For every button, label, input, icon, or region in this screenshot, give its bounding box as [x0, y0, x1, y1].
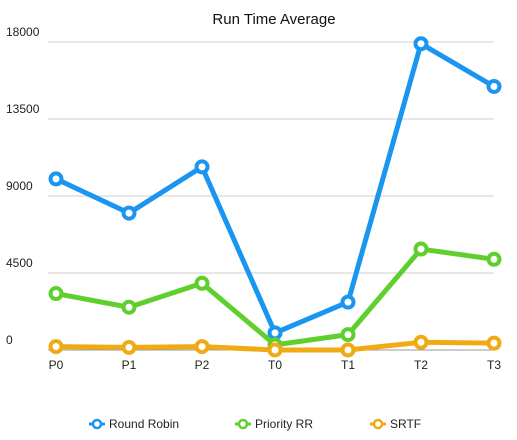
x-axis-ticks: P0 P1 P2 T0 T1 T2 T3 [49, 358, 502, 372]
data-point [413, 241, 429, 257]
y-tick-label: 13500 [6, 102, 40, 116]
series-srtf [48, 334, 502, 358]
legend-marker-swatch [237, 418, 249, 430]
x-tick-label: P1 [122, 358, 137, 372]
x-tick-label: T0 [268, 358, 282, 372]
legend-label: SRTF [390, 417, 421, 431]
legend: Round Robin Priority RR SRTF [89, 417, 421, 431]
data-point [267, 325, 283, 341]
data-point [267, 342, 283, 358]
x-tick-label: P0 [49, 358, 64, 372]
data-point [340, 327, 356, 343]
x-tick-label: P2 [195, 358, 210, 372]
legend-item: Priority RR [235, 417, 313, 431]
legend-item: SRTF [370, 417, 421, 431]
y-tick-label: 18000 [6, 25, 40, 39]
data-point [194, 339, 210, 355]
y-tick-label: 0 [6, 333, 13, 347]
legend-marker-swatch [91, 418, 103, 430]
data-point [121, 339, 137, 355]
y-axis-ticks: 0 4500 9000 13500 18000 [6, 25, 40, 347]
data-point [486, 335, 502, 351]
data-point [340, 294, 356, 310]
series-round-robin [48, 36, 502, 341]
data-point [486, 251, 502, 267]
x-tick-label: T2 [414, 358, 428, 372]
series-line [53, 41, 497, 336]
data-point [48, 171, 64, 187]
gridlines [48, 41, 494, 351]
x-tick-label: T3 [487, 358, 501, 372]
data-point [48, 286, 64, 302]
series-lines [48, 36, 502, 358]
y-tick-label: 9000 [6, 179, 33, 193]
data-point [194, 159, 210, 175]
data-point [121, 205, 137, 221]
x-tick-label: T1 [341, 358, 355, 372]
legend-label: Priority RR [255, 417, 313, 431]
legend-label: Round Robin [109, 417, 179, 431]
data-point [121, 299, 137, 315]
chart-title: Run Time Average [212, 11, 335, 28]
data-point [340, 342, 356, 358]
legend-marker-swatch [372, 418, 384, 430]
data-point [194, 275, 210, 291]
data-point [413, 36, 429, 52]
data-point [413, 334, 429, 350]
data-point [48, 339, 64, 355]
y-tick-label: 4500 [6, 256, 33, 270]
data-point [486, 78, 502, 94]
legend-item: Round Robin [89, 417, 179, 431]
